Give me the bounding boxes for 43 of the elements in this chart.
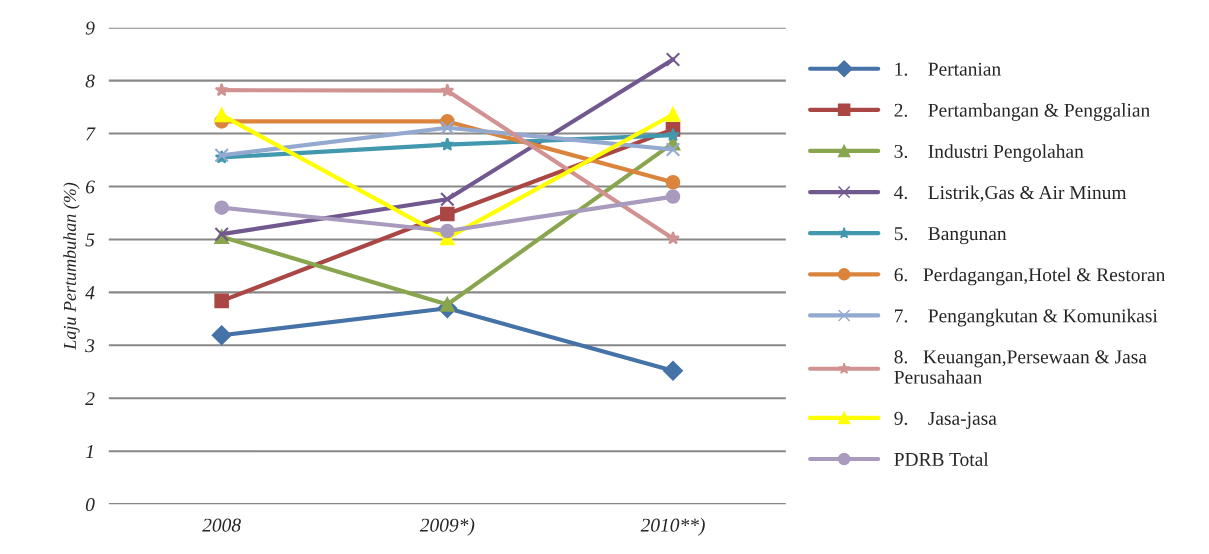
point	[665, 174, 681, 190]
legend-label: 6. Perdagangan,Hotel & Restoran	[894, 267, 1166, 286]
point	[214, 200, 229, 215]
y-tick-label: 1	[85, 445, 93, 458]
point	[214, 107, 229, 123]
legend-label: 2. Pertambangan & Penggalian	[894, 103, 1150, 121]
point	[663, 360, 683, 381]
legend-label: 7. Pengangkutan & Komunikasi	[895, 308, 1158, 327]
legend-label: 5. Bangunan	[894, 227, 1007, 245]
legend-label: 8. Keuangan,Persewaan & Jasa Perusahaan	[894, 350, 1147, 384]
y-tick-label: 6	[85, 180, 95, 194]
y-tick-label: 4	[85, 286, 95, 300]
y-tick-label: 8	[85, 74, 95, 88]
point	[214, 82, 229, 97]
point	[211, 325, 232, 346]
point	[666, 127, 680, 142]
legend-label: 9. Jasa-jasa	[894, 411, 997, 429]
y-tick-label: 0	[85, 497, 95, 512]
y-tick-label: 9	[85, 21, 95, 35]
point	[665, 142, 681, 157]
y-tick-label: 5	[85, 233, 95, 247]
point	[214, 293, 229, 309]
y-axis-title: Laju Pertumbuhan (%)	[63, 182, 80, 350]
point	[440, 206, 455, 222]
point	[665, 107, 681, 122]
x-tick-label: 2010**)	[640, 518, 705, 536]
legend-label: PDRB Total	[894, 452, 989, 466]
point	[440, 120, 455, 136]
y-tick-label: 2	[85, 392, 95, 406]
x-tick-label: 2009*)	[419, 518, 475, 536]
point	[440, 83, 455, 97]
point	[440, 191, 455, 207]
point	[440, 223, 455, 239]
legend-label: 4. Listrik,Gas & Air Minum	[894, 185, 1127, 202]
legend-label: 3. Industri Pengolahan	[894, 144, 1084, 162]
point	[665, 189, 681, 204]
legend-label: 1. Pertanian	[895, 62, 1001, 76]
point	[440, 137, 455, 151]
point	[666, 231, 680, 245]
point	[665, 52, 681, 67]
y-tick-label: 3	[85, 339, 95, 353]
x-tick-label: 2008	[202, 518, 241, 532]
y-tick-label: 7	[86, 127, 96, 141]
